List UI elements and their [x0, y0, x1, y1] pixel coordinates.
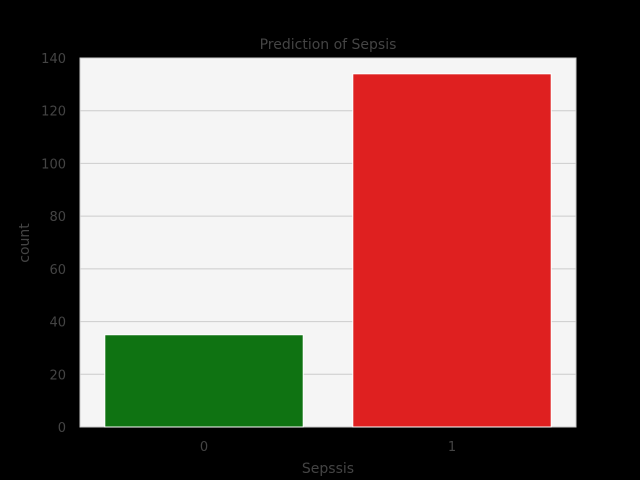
y-tick-label: 20 [49, 368, 66, 383]
y-tick-label: 40 [49, 316, 66, 331]
y-tick-label: 0 [58, 421, 66, 436]
y-axis-label: count [17, 223, 33, 263]
y-tick-label: 80 [49, 210, 66, 225]
y-tick-label: 140 [41, 52, 66, 67]
bars [104, 73, 552, 428]
bar-1 [352, 73, 552, 428]
y-tick-label: 120 [41, 105, 66, 120]
y-tick-label: 100 [41, 157, 66, 172]
x-tick-label: 0 [200, 440, 208, 455]
x-axis-label: Sepssis [302, 461, 354, 477]
x-tick-label: 1 [448, 440, 456, 455]
bar-0 [104, 334, 304, 428]
y-axis-ticks: 0 20 40 60 80 100 120 140 [41, 52, 66, 436]
chart-title: Prediction of Sepsis [260, 37, 397, 53]
y-tick-label: 60 [49, 263, 66, 278]
